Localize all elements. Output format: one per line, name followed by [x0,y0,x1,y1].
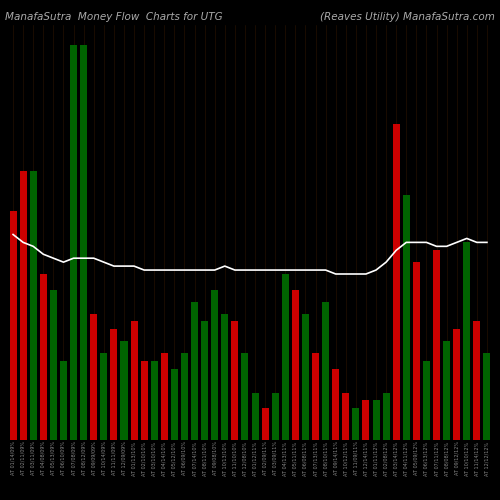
Bar [110,330,117,440]
Text: (Reaves Utility) ManafaSutra.com: (Reaves Utility) ManafaSutra.com [320,12,495,22]
Bar [161,353,168,440]
Bar [90,314,98,440]
Bar [201,322,208,440]
Bar [10,211,16,440]
Bar [423,361,430,440]
Bar [332,369,339,440]
Bar [453,330,460,440]
Bar [372,400,380,440]
Bar [130,322,138,440]
Bar [191,302,198,440]
Bar [40,274,47,440]
Bar [322,302,329,440]
Bar [382,392,390,440]
Bar [352,408,360,440]
Bar [484,353,490,440]
Bar [282,274,289,440]
Bar [362,400,370,440]
Bar [181,353,188,440]
Bar [120,341,128,440]
Text: ManafaSutra  Money Flow  Charts for UTG: ManafaSutra Money Flow Charts for UTG [5,12,222,22]
Bar [100,353,107,440]
Bar [20,171,26,440]
Bar [80,45,87,440]
Bar [272,392,278,440]
Bar [262,408,268,440]
Bar [50,290,57,440]
Bar [292,290,299,440]
Bar [232,322,238,440]
Bar [302,314,309,440]
Bar [463,242,470,440]
Bar [242,353,248,440]
Bar [443,341,450,440]
Bar [140,361,147,440]
Bar [433,250,440,440]
Bar [342,392,349,440]
Bar [402,195,410,440]
Bar [30,171,37,440]
Bar [474,322,480,440]
Bar [252,392,258,440]
Bar [150,361,158,440]
Bar [211,290,218,440]
Bar [222,314,228,440]
Bar [70,45,77,440]
Bar [413,262,420,440]
Bar [392,124,400,440]
Bar [171,369,178,440]
Bar [60,361,67,440]
Bar [312,353,319,440]
